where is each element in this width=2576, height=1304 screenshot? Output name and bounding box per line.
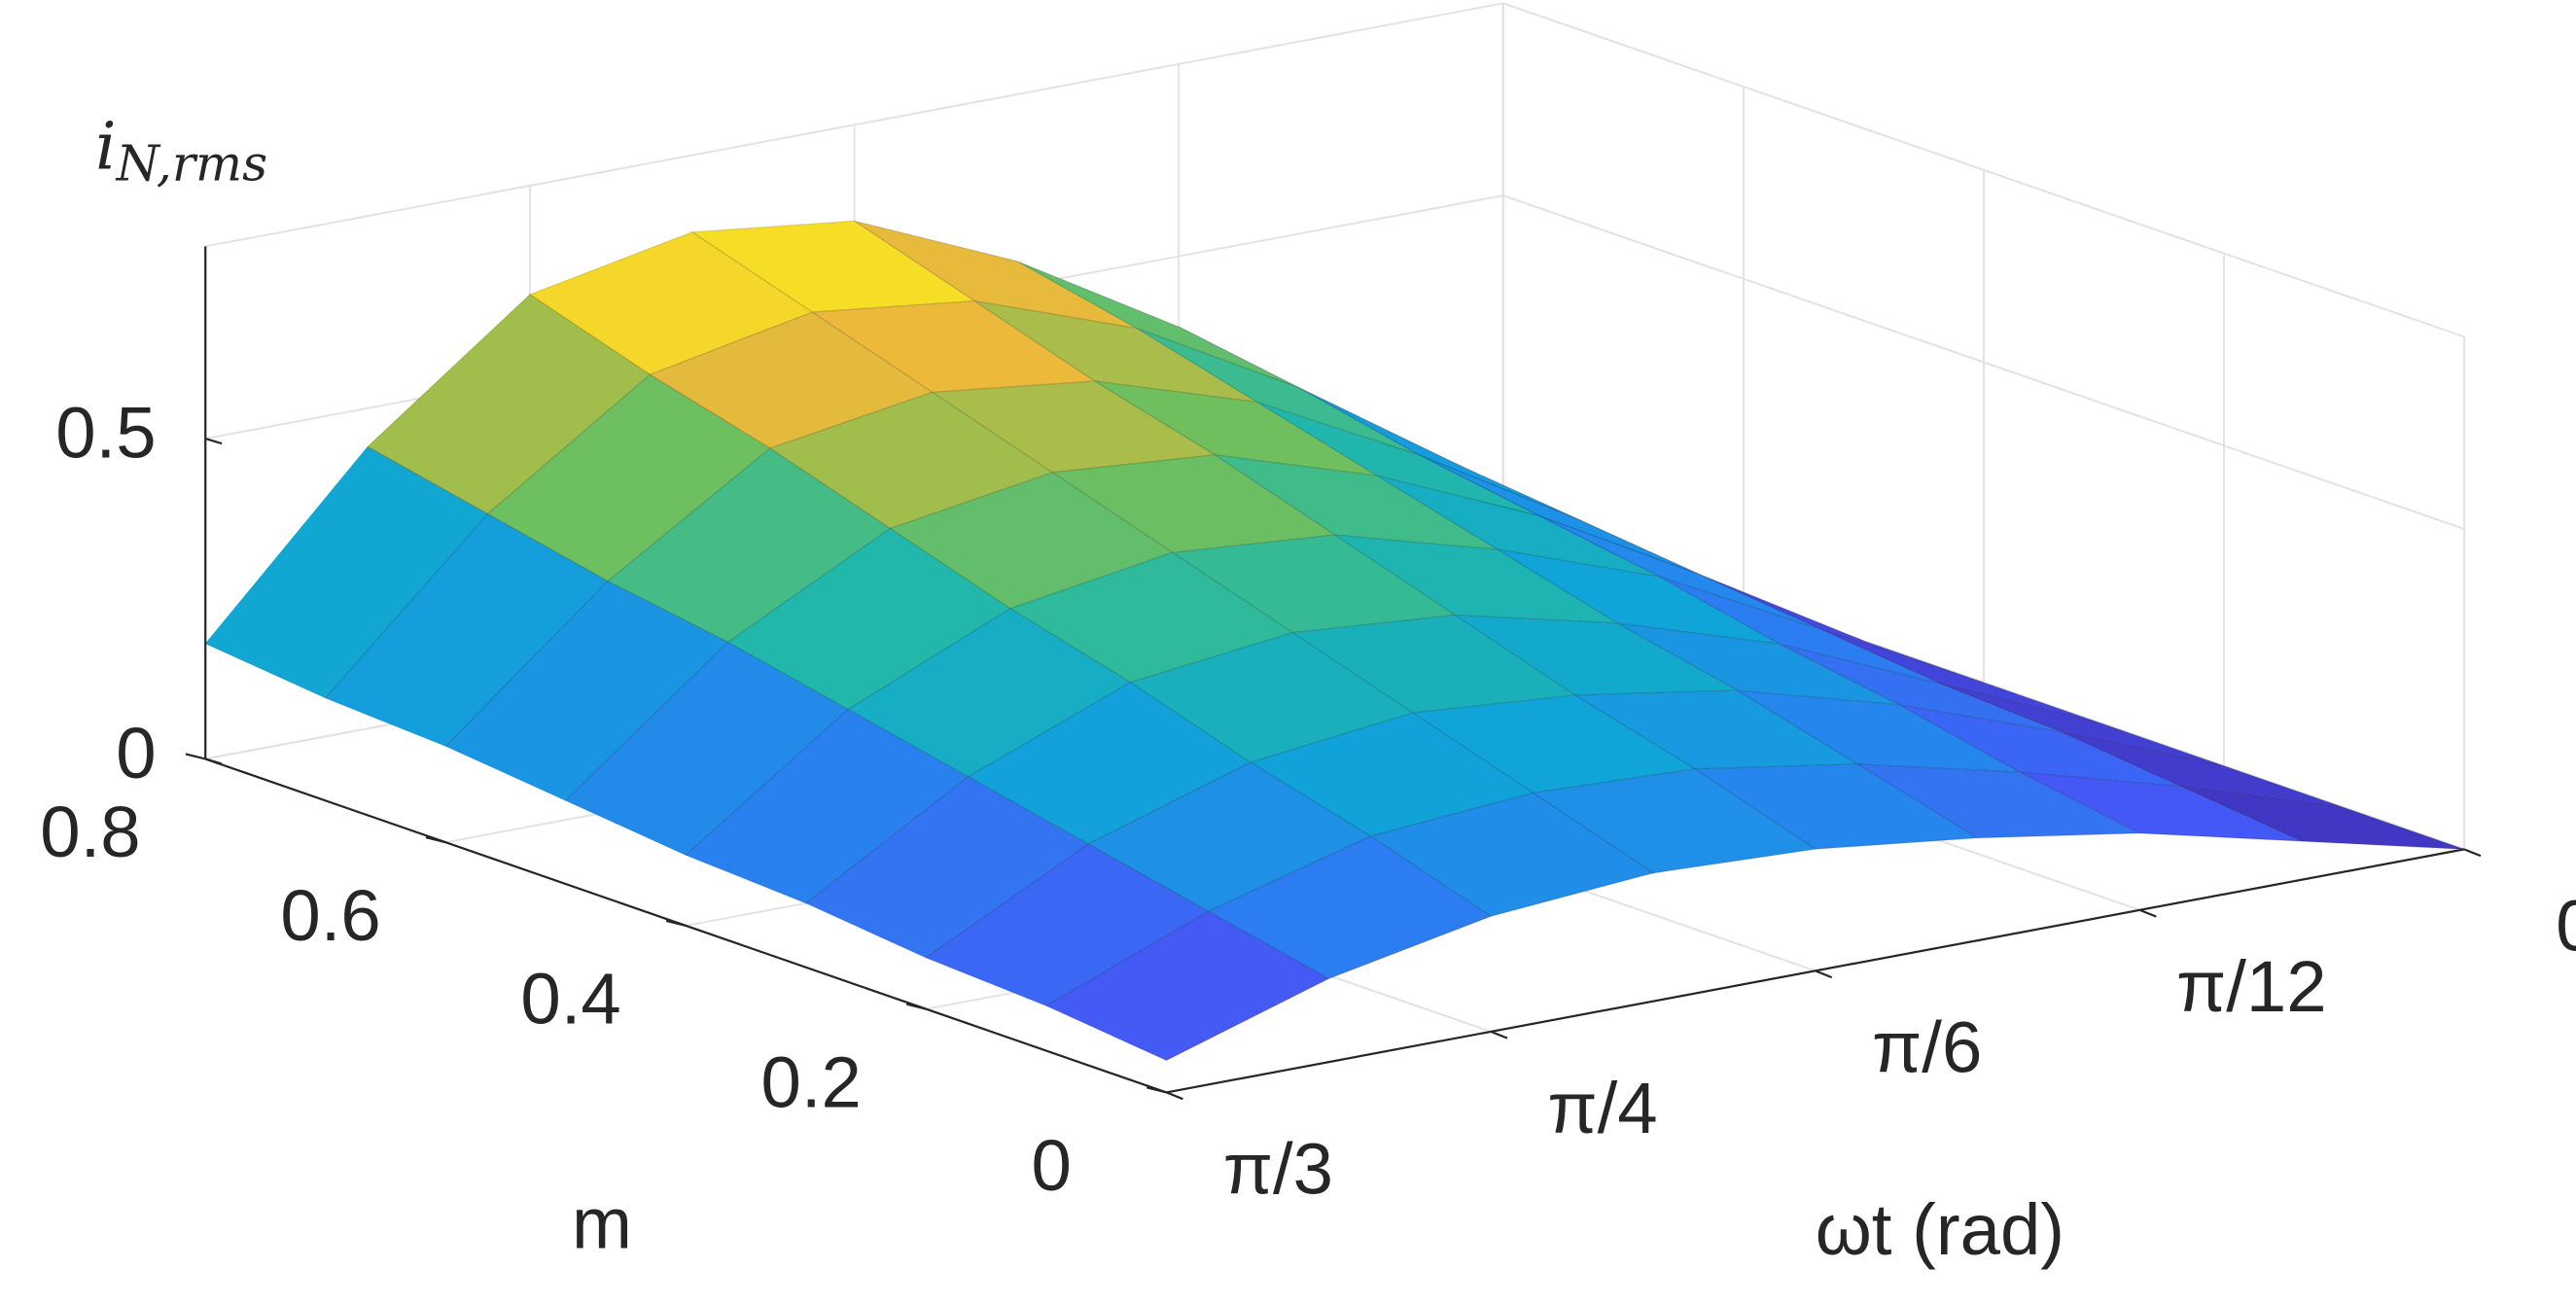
y-tick [425,836,446,844]
x-tick [2463,848,2482,858]
grid-line [1502,194,2465,530]
z-title-base: i [95,107,117,184]
y-tick-label: 0.6 [280,875,380,956]
y-tick-label: 0.4 [520,959,620,1040]
z-axis-title: iN,rms [95,107,267,192]
x-tick-label: π/3 [1223,1129,1333,1210]
z-tick [204,758,223,765]
x-tick [2139,908,2157,918]
x-tick [1166,1091,1183,1101]
z-tick-label: 0 [116,713,156,793]
surface-patch [1044,910,1330,1062]
z-tick-label: 0.5 [55,393,156,474]
y-tick [905,1003,927,1010]
y-tick-label: 0.8 [40,792,140,872]
surface-patch [925,843,1211,1007]
axes: 0π/12π/6π/4π/300.20.40.60.800.5 [40,246,2576,1210]
x-tick-label: π/6 [1872,1007,1982,1088]
y-tick [665,919,687,928]
y-tick [1146,1086,1167,1094]
surface [204,220,2465,1062]
x-tick-label: 0 [2556,885,2576,966]
x-tick [1490,1030,1508,1040]
surface-patch [324,512,610,748]
y-tick-label: 0 [1032,1125,1072,1206]
y-axis-title: m [572,1182,632,1263]
y-tick-label: 0.2 [761,1041,862,1122]
x-axis-title: ωt (rad) [1816,1189,2064,1270]
z-title-sub: N,rms [115,134,267,192]
x-tick-label: π/4 [1547,1068,1657,1148]
y-tick [185,753,206,760]
x-tick [1815,969,1833,979]
x-tick-label: π/12 [2176,946,2327,1027]
z-tick [204,438,223,445]
surface-patch [685,708,970,904]
